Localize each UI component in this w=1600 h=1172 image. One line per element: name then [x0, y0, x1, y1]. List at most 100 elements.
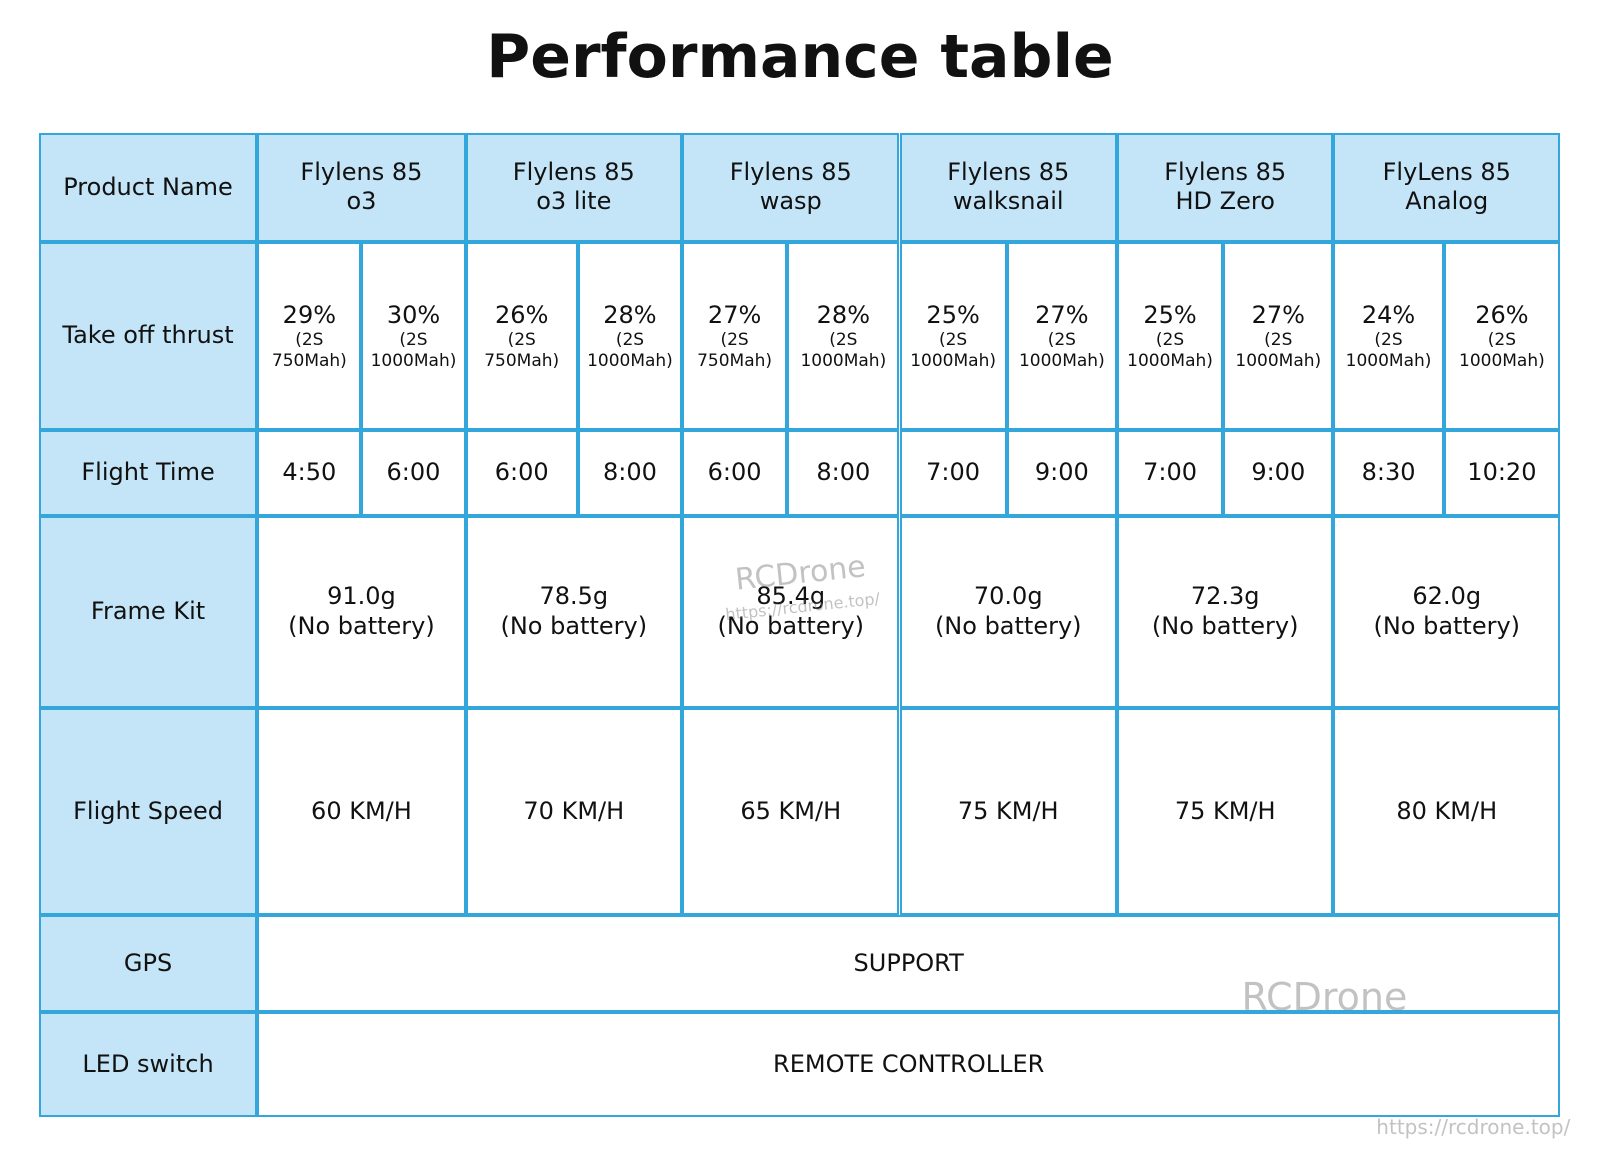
frame-kit: 85.4g [756, 582, 826, 611]
thrust-battery: (2S [829, 330, 858, 351]
thrust-battery: 750Mah) [271, 350, 347, 371]
flight-speed: 60 KM/H [311, 796, 412, 825]
thrust-cell: 29% (2S 750Mah) [257, 241, 362, 430]
product-name: Flylens 85 [947, 158, 1070, 187]
flight-time: 10:20 [1467, 458, 1537, 487]
thrust-battery: 1000Mah) [910, 350, 996, 371]
row-label-cell: Flight Time [38, 429, 258, 516]
frame-kit: 62.0g [1412, 582, 1482, 611]
thrust-cell: 28% (2S 1000Mah) [787, 241, 900, 430]
thrust-cell: 30% (2S 1000Mah) [361, 241, 466, 430]
product-header: FlyLens 85 Analog [1333, 132, 1561, 242]
thrust-percent: 29% [282, 300, 337, 329]
thrust-battery: (2S [1374, 330, 1403, 351]
thrust-percent: 25% [926, 300, 980, 329]
row-label: GPS [123, 948, 173, 977]
thrust-cell: 26% (2S 1000Mah) [1443, 241, 1561, 430]
thrust-battery: (2S [615, 330, 645, 351]
product-name: o3 [346, 187, 377, 216]
flight-speed: 75 KM/H [957, 796, 1059, 825]
frame-kit: (No battery) [717, 611, 865, 640]
frame-kit-cell: 70.0g (No battery) [899, 515, 1117, 708]
thrust-battery: (2S [507, 330, 536, 351]
page-title: Performance table [486, 22, 1114, 92]
led-cell: REMOTE CONTROLLER [257, 1011, 1561, 1117]
product-header: Flylens 85 o3 [257, 132, 466, 242]
thrust-cell: 27% (2S 1000Mah) [1006, 241, 1117, 430]
frame-kit: 91.0g [327, 582, 396, 611]
flight-time-cell: 9:00 [1006, 429, 1117, 516]
row-label: LED switch [82, 1049, 214, 1078]
flight-time-cell: 4:50 [257, 429, 362, 516]
flight-speed-cell: 80 KM/H [1333, 707, 1561, 915]
frame-kit: (No battery) [1151, 611, 1299, 640]
flight-time-cell: 8:00 [787, 429, 900, 516]
thrust-percent: 28% [816, 300, 870, 329]
watermark: RCDrone [1241, 975, 1408, 1020]
flight-time: 8:00 [816, 458, 871, 487]
thrust-percent: 30% [386, 300, 441, 329]
flight-speed: 70 KM/H [523, 796, 625, 825]
flight-time-cell: 8:00 [577, 429, 683, 516]
thrust-battery: 1000Mah) [1345, 350, 1432, 371]
row-label: Flight Speed [73, 796, 223, 825]
thrust-percent: 26% [495, 300, 549, 329]
row-label: Product Name [63, 172, 233, 201]
gps-cell: SUPPORT [257, 914, 1561, 1012]
product-header: Flylens 85 o3 lite [465, 132, 682, 242]
thrust-cell: 26% (2S 750Mah) [465, 241, 578, 430]
thrust-percent: 24% [1361, 300, 1416, 329]
led-value: REMOTE CONTROLLER [773, 1049, 1045, 1078]
flight-speed-cell: 75 KM/H [1116, 707, 1334, 915]
frame-kit: 72.3g [1190, 582, 1260, 611]
flight-time: 8:30 [1361, 458, 1416, 487]
flight-time-cell: 6:00 [361, 429, 466, 516]
product-name: walksnail [952, 187, 1064, 216]
flight-speed: 65 KM/H [740, 796, 842, 825]
frame-kit-cell: 72.3g (No battery) [1116, 515, 1334, 708]
flight-time: 7:00 [1143, 458, 1197, 487]
product-name: wasp [759, 187, 822, 216]
product-header: Flylens 85 wasp [682, 132, 900, 242]
frame-kit-cell: 85.4g (No battery) [682, 515, 900, 708]
row-label: Take off thrust [62, 321, 234, 350]
thrust-cell: 27% (2S 750Mah) [682, 241, 788, 430]
thrust-battery: (2S [1264, 330, 1293, 351]
thrust-battery: (2S [938, 330, 968, 351]
flight-time-cell: 10:20 [1443, 429, 1561, 516]
frame-kit-cell: 91.0g (No battery) [257, 515, 466, 708]
row-label: Flight Time [81, 458, 215, 487]
flight-time: 7:00 [926, 458, 981, 487]
thrust-cell: 27% (2S 1000Mah) [1223, 241, 1334, 430]
row-label-cell: Frame Kit [38, 515, 258, 708]
frame-kit: (No battery) [934, 611, 1082, 640]
flight-time: 8:00 [602, 458, 657, 487]
thrust-battery: 750Mah) [697, 350, 773, 371]
flight-time: 6:00 [494, 458, 549, 487]
thrust-battery: 1000Mah) [1018, 350, 1105, 371]
flight-time-cell: 8:30 [1333, 429, 1444, 516]
flight-speed-cell: 60 KM/H [257, 707, 466, 915]
thrust-percent: 26% [1475, 300, 1529, 329]
thrust-battery: 1000Mah) [587, 350, 673, 371]
thrust-battery: (2S [720, 330, 749, 351]
frame-kit-cell: 62.0g (No battery) [1333, 515, 1561, 708]
flight-time-cell: 7:00 [1116, 429, 1224, 516]
thrust-percent: 28% [603, 300, 657, 329]
row-label: Frame Kit [90, 596, 206, 625]
thrust-cell: 28% (2S 1000Mah) [577, 241, 683, 430]
frame-kit-cell: 78.5g (No battery) [465, 515, 682, 708]
product-name: Flylens 85 [729, 158, 852, 187]
frame-kit: 78.5g [539, 582, 609, 611]
product-name: HD Zero [1175, 187, 1275, 216]
product-name: FlyLens 85 [1382, 158, 1511, 187]
thrust-cell: 25% (2S 1000Mah) [1116, 241, 1224, 430]
frame-kit: (No battery) [1373, 611, 1521, 640]
thrust-battery: 1000Mah) [800, 350, 887, 371]
flight-time-cell: 7:00 [899, 429, 1007, 516]
thrust-battery: 1000Mah) [370, 350, 457, 371]
product-name: o3 lite [536, 187, 612, 216]
product-header: Flylens 85 HD Zero [1116, 132, 1334, 242]
flight-time-cell: 9:00 [1223, 429, 1334, 516]
thrust-battery: (2S [1155, 330, 1185, 351]
